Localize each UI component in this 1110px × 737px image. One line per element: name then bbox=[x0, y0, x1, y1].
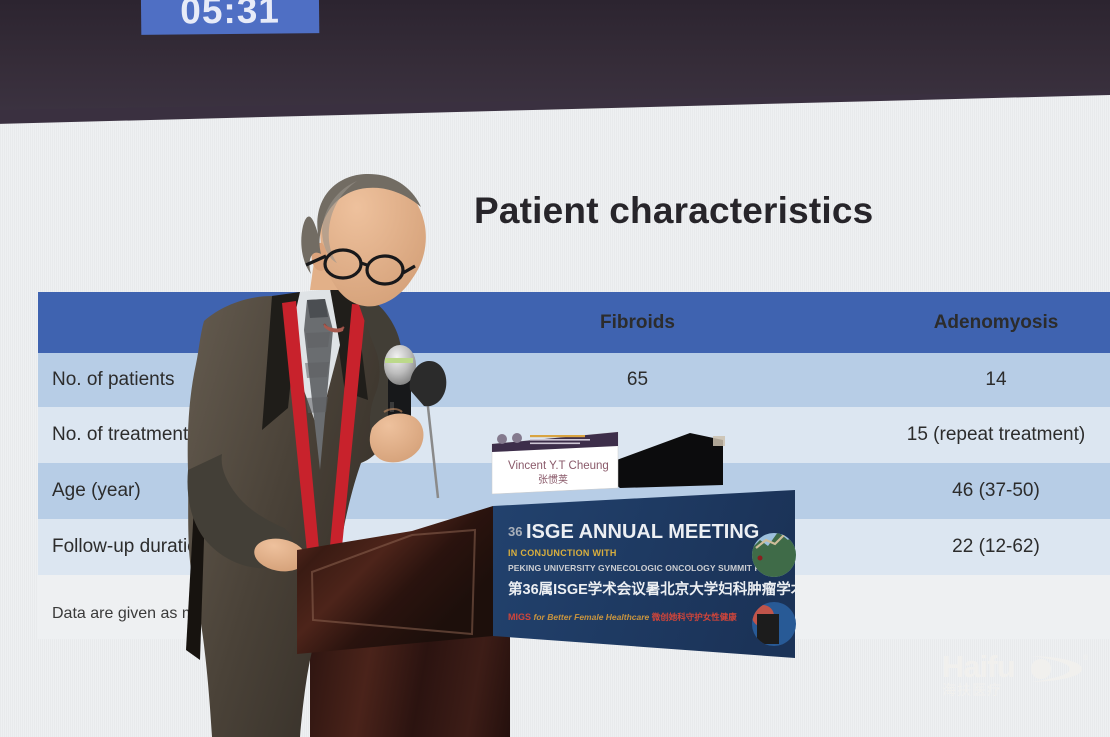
svg-text:36: 36 bbox=[508, 524, 522, 539]
svg-text:张惯荚: 张惯荚 bbox=[538, 473, 568, 486]
svg-text:IN CONJUNCTION WITH: IN CONJUNCTION WITH bbox=[508, 548, 617, 558]
svg-text:Vincent Y.T Cheung: Vincent Y.T Cheung bbox=[508, 460, 609, 472]
svg-text:PEKING UNIVERSITY GYNECOLOGIC: PEKING UNIVERSITY GYNECOLOGIC ONCOLOGY S… bbox=[508, 563, 786, 573]
svg-text:ISGE ANNUAL MEETING: ISGE ANNUAL MEETING bbox=[526, 521, 759, 543]
svg-text:海扶医疗: 海扶医疗 bbox=[942, 682, 1002, 698]
svg-text:第36属ISGE学术会议暑北京大学妇科肿瘤学术会议: 第36属ISGE学术会议暑北京大学妇科肿瘤学术会议 bbox=[508, 580, 800, 598]
svg-text:®: ® bbox=[1083, 654, 1089, 662]
svg-text:Haifu: Haifu bbox=[942, 649, 1015, 684]
svg-text:MIGS for Better Female Healthc: MIGS for Better Female Healthcare 微创她科守护… bbox=[508, 612, 737, 622]
